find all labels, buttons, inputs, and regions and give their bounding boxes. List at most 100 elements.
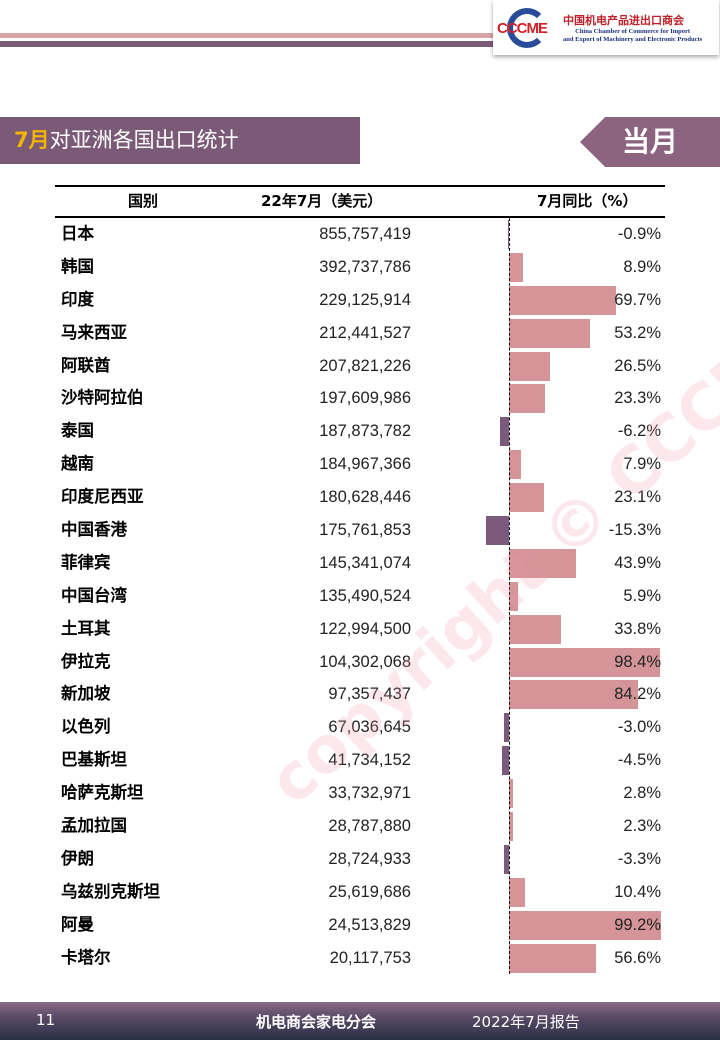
yoy-bar [509, 581, 519, 611]
yoy-percent: 43.9% [614, 553, 661, 572]
table-row: 菲律宾 145,341,074 43.9% [55, 547, 665, 580]
yoy-percent: 56.6% [614, 948, 661, 967]
export-value: 33,732,971 [328, 784, 411, 803]
yoy-bar [509, 877, 525, 907]
country-name: 菲律宾 [61, 552, 111, 572]
yoy-percent: 7.9% [623, 455, 661, 474]
table-row: 伊朗 28,724,933 -3.3% [55, 843, 665, 876]
bar-axis [509, 218, 510, 974]
export-value: 67,036,645 [328, 718, 411, 737]
export-value: 229,125,914 [319, 290, 411, 309]
export-value: 122,994,500 [319, 619, 411, 638]
export-value: 97,357,437 [328, 685, 411, 704]
country-name: 伊拉克 [61, 651, 111, 671]
yoy-percent: -0.9% [617, 225, 661, 243]
footer: 11 机电商会家电分会 2022年7月报告 [0, 1002, 720, 1040]
yoy-percent: 2.3% [623, 817, 661, 836]
yoy-bar [509, 285, 616, 315]
table-row: 日本 855,757,419 -0.9% [55, 218, 665, 251]
country-name: 孟加拉国 [61, 816, 127, 836]
table-row: 以色列 67,036,645 -3.0% [55, 711, 665, 744]
yoy-percent: -3.3% [617, 849, 661, 868]
table-row: 伊拉克 104,302,068 98.4% [55, 646, 665, 679]
country-name: 中国台湾 [61, 585, 127, 605]
yoy-bar [509, 614, 561, 644]
table-row: 越南 184,967,366 7.9% [55, 448, 665, 481]
export-value: 180,628,446 [319, 488, 411, 507]
yoy-percent: -4.5% [617, 751, 661, 770]
yoy-percent: 23.1% [614, 488, 661, 507]
logo-cn-name: 中国机电产品进出口商会 [563, 13, 684, 27]
table-row: 土耳其 122,994,500 33.8% [55, 613, 665, 646]
export-value: 20,117,753 [329, 948, 411, 967]
yoy-percent: 23.3% [614, 389, 661, 408]
yoy-percent: -15.3% [608, 521, 661, 540]
country-name: 越南 [61, 454, 94, 474]
logo-en-name-1: China Chamber of Commerce for Import [575, 27, 691, 35]
gear-icon [507, 7, 547, 48]
yoy-bar [509, 910, 661, 940]
country-name: 阿曼 [61, 914, 94, 934]
yoy-percent: 84.2% [614, 685, 661, 704]
yoy-percent: -3.0% [617, 718, 661, 737]
table-row: 泰国 187,873,782 -6.2% [55, 415, 665, 448]
export-value: 392,737,786 [319, 257, 411, 276]
table-row: 沙特阿拉伯 197,609,986 23.3% [55, 382, 665, 415]
yoy-bar [509, 548, 577, 578]
table-row: 韩国 392,737,786 8.9% [55, 251, 665, 284]
header-yoy: 7月同比（%） [537, 192, 638, 210]
export-value: 145,341,074 [319, 553, 411, 572]
export-value: 104,302,068 [319, 652, 411, 671]
yoy-percent: 99.2% [614, 915, 661, 934]
country-name: 印度 [61, 289, 94, 309]
header-stripe [0, 41, 500, 47]
logo-en-name-2: and Export of Machinery and Electronic P… [563, 35, 703, 43]
export-value: 207,821,226 [319, 356, 411, 375]
export-value: 187,873,782 [319, 422, 411, 441]
table-row: 阿联酋 207,821,226 26.5% [55, 350, 665, 383]
table-row: 中国香港 175,761,853 -15.3% [55, 514, 665, 547]
yoy-bar [507, 220, 509, 249]
country-name: 阿联酋 [61, 355, 111, 375]
table-row: 乌兹别克斯坦 25,619,686 10.4% [55, 876, 665, 909]
country-name: 印度尼西亚 [61, 487, 144, 507]
export-value: 212,441,527 [319, 323, 411, 342]
yoy-percent: 53.2% [614, 323, 661, 342]
yoy-bar [509, 812, 513, 842]
table-row: 哈萨克斯坦 33,732,971 2.8% [55, 777, 665, 810]
yoy-bar [502, 746, 509, 776]
country-name: 伊朗 [61, 848, 94, 868]
yoy-bar [509, 779, 514, 809]
yoy-percent: 2.8% [623, 784, 661, 803]
country-name: 马来西亚 [61, 322, 127, 342]
month-tag: 当月 [580, 117, 720, 167]
table-row: 中国台湾 135,490,524 5.9% [55, 580, 665, 613]
yoy-percent: 33.8% [614, 619, 661, 638]
table-row: 卡塔尔 20,117,753 56.6% [55, 942, 665, 975]
table-row: 印度尼西亚 180,628,446 23.1% [55, 481, 665, 514]
country-name: 土耳其 [61, 618, 111, 638]
yoy-percent: 69.7% [614, 290, 661, 309]
page-number: 11 [36, 1011, 56, 1029]
page-title: 7月对亚洲各国出口统计 [0, 117, 360, 164]
country-name: 巴基斯坦 [61, 750, 127, 770]
export-table: 国别 22年7月（美元） 7月同比（%） 日本 855,757,419 -0.9% 韩… [55, 185, 665, 974]
country-name: 乌兹别克斯坦 [61, 881, 160, 901]
export-value: 41,734,152 [328, 751, 411, 770]
table-row: 马来西亚 212,441,527 53.2% [55, 317, 665, 350]
country-name: 哈萨克斯坦 [61, 783, 144, 803]
yoy-bar [509, 384, 545, 414]
yoy-bar [509, 680, 638, 710]
yoy-bar [485, 516, 509, 546]
export-value: 855,757,419 [319, 225, 411, 243]
export-value: 175,761,853 [319, 521, 411, 540]
export-value: 184,967,366 [319, 455, 411, 474]
yoy-bar [504, 713, 509, 743]
yoy-percent: 26.5% [614, 356, 661, 375]
table-row: 巴基斯坦 41,734,152 -4.5% [55, 744, 665, 777]
yoy-bar [509, 252, 523, 282]
yoy-percent: -6.2% [617, 422, 661, 441]
country-name: 新加坡 [61, 684, 111, 704]
table-row: 印度 229,125,914 69.7% [55, 284, 665, 317]
yoy-percent: 10.4% [614, 882, 661, 901]
